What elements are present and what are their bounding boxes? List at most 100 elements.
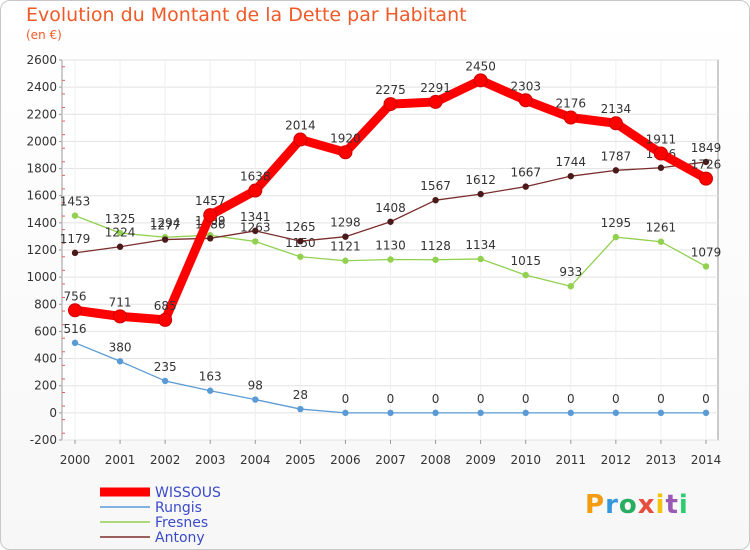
data-point-antony xyxy=(612,167,620,174)
data-label-antony: 1667 xyxy=(510,166,541,180)
data-point-wissous xyxy=(473,73,488,88)
data-point-antony xyxy=(207,235,214,242)
logo-letter: r xyxy=(605,490,619,520)
data-label-wissous: 685 xyxy=(154,299,177,313)
logo-letter: x xyxy=(637,490,656,520)
data-point-rungis xyxy=(567,409,574,417)
data-label-wissous: 2014 xyxy=(285,119,316,133)
x-tick-label: 2006 xyxy=(330,453,361,467)
data-point-fresnes xyxy=(612,233,620,241)
data-label-antony: 1224 xyxy=(105,226,136,240)
data-label-fresnes: 1295 xyxy=(601,216,632,230)
x-tick-label: 2010 xyxy=(510,453,541,467)
data-label-rungis: 0 xyxy=(522,392,530,406)
chart-unit: (en €) xyxy=(26,28,62,42)
data-label-antony: 1179 xyxy=(60,232,91,246)
data-point-fresnes xyxy=(477,255,484,263)
data-point-fresnes xyxy=(702,263,710,270)
data-label-fresnes: 933 xyxy=(559,265,582,279)
x-tick-label: 2000 xyxy=(60,453,91,467)
x-tick-label: 2009 xyxy=(465,453,496,467)
data-label-fresnes: 1325 xyxy=(105,212,136,226)
data-label-rungis: 98 xyxy=(248,379,263,393)
logo-letter: i xyxy=(655,490,666,520)
data-label-wissous: 2291 xyxy=(420,81,451,95)
data-label-antony: 1612 xyxy=(465,173,496,187)
legend-label-rungis: Rungis xyxy=(155,500,202,516)
x-tick-label: 2005 xyxy=(285,453,316,467)
data-label-wissous: 2176 xyxy=(556,97,587,111)
data-point-wissous xyxy=(113,309,128,324)
data-label-fresnes: 1263 xyxy=(240,220,271,234)
y-tick-label: 1600 xyxy=(26,189,57,203)
x-tick-label: 2008 xyxy=(420,453,451,467)
y-tick-label: 2400 xyxy=(26,80,57,94)
data-label-wissous: 1726 xyxy=(691,158,722,172)
data-label-fresnes: 1134 xyxy=(465,238,496,252)
data-point-antony xyxy=(432,196,439,204)
data-point-rungis xyxy=(657,409,665,417)
chart-title: Evolution du Montant de la Dette par Hab… xyxy=(26,4,467,26)
data-point-rungis xyxy=(387,409,394,417)
data-point-antony xyxy=(252,227,259,235)
x-tick-label: 2001 xyxy=(105,453,136,467)
data-point-antony xyxy=(71,249,79,257)
data-label-rungis: 0 xyxy=(567,392,575,406)
data-label-wissous: 1911 xyxy=(646,133,677,147)
data-point-rungis xyxy=(342,409,349,417)
data-point-wissous xyxy=(563,110,578,125)
x-tick-label: 2007 xyxy=(375,453,406,467)
data-point-rungis xyxy=(702,409,710,417)
data-point-wissous xyxy=(203,208,218,223)
data-point-wissous xyxy=(338,145,353,160)
data-label-rungis: 0 xyxy=(612,392,620,406)
data-point-wissous xyxy=(428,94,443,109)
data-label-wissous: 2134 xyxy=(601,102,632,116)
data-point-wissous xyxy=(68,303,82,318)
data-point-fresnes xyxy=(116,229,124,237)
data-label-rungis: 0 xyxy=(702,392,710,406)
data-point-antony xyxy=(297,237,304,245)
y-tick-label: 400 xyxy=(34,352,57,366)
data-label-rungis: 0 xyxy=(477,392,485,406)
data-label-fresnes: 1453 xyxy=(60,195,91,209)
data-label-antony: 1341 xyxy=(240,210,271,224)
x-tick-label: 2013 xyxy=(646,453,677,467)
data-point-fresnes xyxy=(297,253,304,260)
legend-label-antony: Antony xyxy=(155,530,205,546)
data-point-antony xyxy=(161,236,169,243)
data-label-rungis: 28 xyxy=(293,388,308,402)
y-tick-label: 200 xyxy=(34,379,57,393)
data-label-rungis: 0 xyxy=(387,392,395,406)
logo-letter: i xyxy=(678,490,689,520)
y-tick-label: 1800 xyxy=(26,162,57,176)
x-tick-label: 2003 xyxy=(195,453,226,467)
data-point-antony xyxy=(477,190,484,198)
y-tick-label: 800 xyxy=(34,297,57,311)
data-label-rungis: 0 xyxy=(342,392,350,406)
legend-label-fresnes: Fresnes xyxy=(155,515,208,531)
data-point-rungis xyxy=(161,377,169,385)
y-tick-label: 1400 xyxy=(26,216,57,230)
data-point-rungis xyxy=(522,409,529,417)
x-tick-label: 2004 xyxy=(240,453,271,467)
data-label-rungis: 0 xyxy=(432,392,440,406)
data-point-antony xyxy=(522,183,529,190)
data-label-wissous: 2275 xyxy=(375,83,406,97)
data-point-antony xyxy=(116,243,124,250)
data-label-rungis: 0 xyxy=(657,392,665,406)
data-point-wissous xyxy=(248,183,263,198)
data-point-wissous xyxy=(158,312,173,327)
data-label-antony: 1744 xyxy=(556,155,587,169)
data-label-rungis: 163 xyxy=(199,370,222,384)
data-label-antony: 1298 xyxy=(330,216,361,230)
y-tick-label: 2000 xyxy=(26,134,57,148)
data-point-fresnes xyxy=(432,256,439,263)
data-point-antony xyxy=(657,164,665,171)
data-point-fresnes xyxy=(657,238,665,245)
data-label-wissous: 1457 xyxy=(195,194,226,208)
data-label-antony: 1787 xyxy=(601,149,632,163)
y-tick-label: 1000 xyxy=(26,270,57,284)
y-tick-label: -200 xyxy=(30,433,57,447)
